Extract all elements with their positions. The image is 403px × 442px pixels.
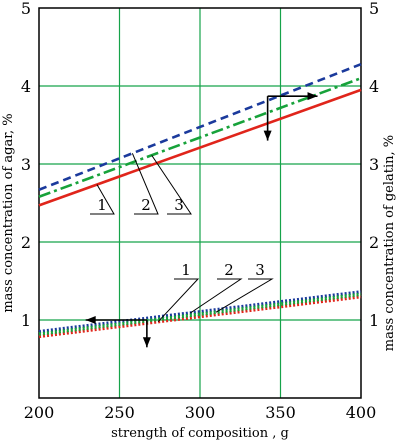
undefined-leader — [151, 154, 192, 215]
y-tick-label-left: 1 — [21, 311, 31, 330]
undefined-label: 1 — [97, 196, 107, 214]
undefined-label: 2 — [141, 196, 151, 214]
y-tick-label-right: 1 — [369, 311, 379, 330]
y-tick-label-left: 2 — [21, 233, 31, 252]
arrow-lower-left-head — [85, 316, 96, 324]
undefined-leader — [215, 278, 274, 313]
tick-labels: 200 250 300 350 400 1 2 3 4 5 1 2 3 4 5 — [21, 0, 379, 422]
upper-series-1 — [38, 88, 362, 207]
x-tick-label: 400 — [346, 403, 377, 422]
x-tick-label: 250 — [104, 403, 135, 422]
x-tick-label: 200 — [24, 403, 55, 422]
undefined-label: 1 — [181, 261, 191, 279]
y-axis-label-right: mass concentration of gelatin, % — [382, 135, 397, 351]
undefined-leader — [190, 278, 243, 314]
upper-series-3 — [38, 76, 362, 198]
plot-frame — [38, 7, 362, 399]
arrow-upper-down-head — [263, 130, 272, 141]
x-axis-label: strength of composition , g — [111, 426, 289, 441]
undefined-leader — [131, 153, 159, 215]
undefined-label: 2 — [224, 261, 234, 279]
y-tick-label-right: 5 — [369, 0, 379, 18]
x-tick-label: 300 — [185, 403, 216, 422]
arrow-upper-right-head — [307, 92, 318, 101]
y-tick-label-left: 3 — [21, 155, 31, 174]
series-callouts: 1 2 3 1 2 3 — [90, 153, 274, 323]
grid — [39, 8, 361, 398]
arrow-lower-down-head — [142, 337, 151, 348]
undefined-label: 3 — [255, 261, 265, 279]
series-group — [38, 62, 362, 339]
y-tick-label-right: 4 — [369, 77, 379, 96]
y-tick-label-right: 3 — [369, 155, 379, 174]
y-axis-label-left: mass concentration of agar, % — [1, 113, 16, 312]
x-tick-label: 350 — [265, 403, 296, 422]
y-tick-label-right: 2 — [369, 233, 379, 252]
upper-series-2 — [38, 62, 362, 191]
y-tick-label-left: 4 — [21, 77, 31, 96]
y-tick-label-left: 5 — [21, 0, 31, 18]
undefined-leader — [157, 278, 200, 323]
undefined-leader — [90, 184, 115, 215]
undefined-label: 3 — [174, 196, 184, 214]
axis-arrows — [85, 92, 318, 348]
